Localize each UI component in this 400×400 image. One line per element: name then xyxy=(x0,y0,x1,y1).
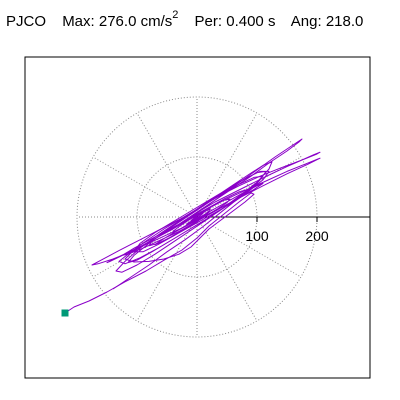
period-label: Per: xyxy=(194,13,223,30)
station-code: PJCO xyxy=(6,13,47,30)
grid-spoke-11 xyxy=(196,216,258,322)
x-tick-label-100: 100 xyxy=(245,228,269,244)
max-label: Max: xyxy=(62,13,95,30)
angle-value: 218.0 xyxy=(325,13,364,30)
max-exponent: 2 xyxy=(172,9,179,21)
marker-layer xyxy=(61,309,69,317)
angle-label: Ang: xyxy=(290,13,322,30)
max-value: 276.0 cm/s xyxy=(98,13,173,30)
grid-spoke-5 xyxy=(136,112,198,218)
grid-spoke-9 xyxy=(136,216,198,322)
grid-spoke-12 xyxy=(196,216,302,278)
grid-spoke-3 xyxy=(196,112,258,218)
x-tick-label-200: 200 xyxy=(305,228,329,244)
orbit-trace-1 xyxy=(64,138,321,314)
chart-header: PJCO Max: 276.0 cm/s2 Per: 0.400 s Ang: … xyxy=(6,9,364,30)
orbit-trace-2 xyxy=(112,161,273,290)
traces xyxy=(64,138,321,314)
period-value: 0.400 s xyxy=(226,13,276,30)
x-axis: 100 200 xyxy=(197,216,370,244)
trace-end-marker xyxy=(61,309,69,317)
grid-spoke-6 xyxy=(92,156,198,218)
